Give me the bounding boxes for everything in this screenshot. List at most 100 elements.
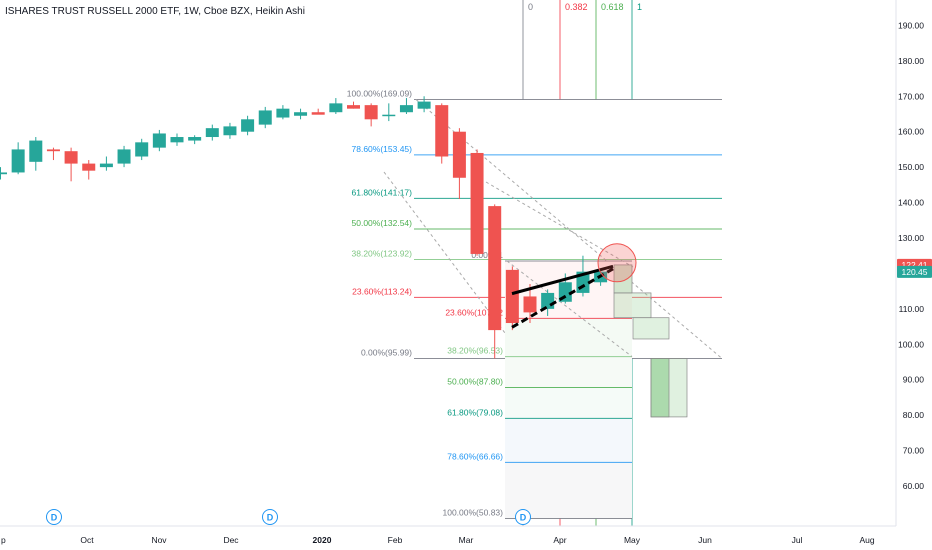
x-axis-tick-label: May bbox=[624, 535, 641, 545]
candle-body bbox=[452, 131, 466, 178]
candle bbox=[241, 115, 255, 136]
x-axis-tick-label: Apr bbox=[553, 535, 566, 545]
candle bbox=[64, 147, 78, 182]
x-axis-tick-label: Oct bbox=[80, 535, 94, 545]
candle-body bbox=[29, 140, 43, 162]
fib1-trendline bbox=[415, 99, 723, 359]
fib2-level-label: 78.60%(66.66) bbox=[447, 451, 503, 461]
candle-body bbox=[223, 126, 237, 136]
candle-body bbox=[399, 105, 413, 113]
time-zone-label: 0.618 bbox=[601, 2, 624, 12]
fib2-band bbox=[505, 318, 632, 357]
projection-box bbox=[613, 264, 633, 294]
y-axis-tick-label: 70.00 bbox=[903, 446, 925, 456]
candle-body bbox=[64, 151, 78, 164]
dividend-marker bbox=[515, 509, 531, 525]
x-axis-tick-label: 2020 bbox=[313, 535, 332, 545]
y-axis-tick-label: 90.00 bbox=[903, 375, 925, 385]
candle bbox=[170, 133, 184, 146]
x-axis-tick-label: Aug bbox=[859, 535, 874, 545]
y-axis-tick-label: 170.00 bbox=[898, 91, 924, 101]
fib2-level-label: 50.00%(87.80) bbox=[447, 377, 503, 387]
fib2-level-label: 61.80%(79.08) bbox=[447, 407, 503, 417]
fib2-band bbox=[505, 387, 632, 419]
fib2-level-label: 38.20%(96.53) bbox=[447, 346, 503, 356]
price-label-box bbox=[897, 265, 932, 278]
candle bbox=[188, 135, 202, 145]
dividend-marker bbox=[262, 509, 278, 525]
candle-body bbox=[382, 114, 396, 117]
x-axis-tick-label: p bbox=[1, 535, 6, 545]
candle bbox=[0, 167, 7, 180]
time-zone-label: 1 bbox=[637, 2, 642, 12]
fib2-level-label: 100.00%(50.83) bbox=[443, 507, 504, 517]
candle-body bbox=[99, 163, 113, 168]
candle-body bbox=[135, 142, 149, 157]
candle-body bbox=[117, 149, 131, 164]
candle-body bbox=[82, 163, 96, 171]
candle bbox=[488, 204, 502, 359]
projection-box bbox=[632, 317, 670, 340]
candle bbox=[152, 129, 166, 152]
y-axis-tick-label: 100.00 bbox=[898, 339, 924, 349]
candle-body bbox=[258, 110, 272, 125]
candle bbox=[258, 106, 272, 129]
candle bbox=[470, 149, 484, 256]
x-axis-tick-label: Nov bbox=[151, 535, 167, 545]
fib1-level-label: 61.80%(141.17) bbox=[352, 187, 413, 197]
candle-body bbox=[11, 149, 25, 173]
triangle-upper-line bbox=[511, 264, 614, 296]
candle bbox=[452, 128, 466, 200]
candle-body bbox=[488, 206, 502, 331]
candle bbox=[505, 266, 519, 331]
candle bbox=[294, 108, 308, 120]
projection-box bbox=[613, 292, 652, 319]
candle-body bbox=[205, 128, 219, 138]
projection-box bbox=[650, 358, 670, 418]
candle bbox=[382, 103, 396, 122]
candle bbox=[417, 96, 431, 113]
dividend-marker-label: D bbox=[51, 513, 58, 523]
candle bbox=[523, 284, 537, 324]
x-axis-tick-label: Mar bbox=[459, 535, 474, 545]
y-axis-tick-label: 150.00 bbox=[898, 162, 924, 172]
candle-body bbox=[241, 119, 255, 132]
y-axis-tick-label: 190.00 bbox=[898, 20, 924, 30]
candle bbox=[99, 156, 113, 171]
candle bbox=[223, 122, 237, 139]
candle-body bbox=[46, 149, 60, 152]
fib1-level-label: 0.00%(95.99) bbox=[361, 347, 412, 357]
candle-body bbox=[0, 172, 7, 175]
candle-body bbox=[541, 292, 555, 309]
breakout-highlight-circle bbox=[597, 243, 637, 283]
dividend-marker-label: D bbox=[267, 513, 274, 523]
fib2-level-label: 23.60%(107.32 bbox=[445, 307, 503, 317]
chart-title: ISHARES TRUST RUSSELL 2000 ETF, 1W, Cboe… bbox=[5, 6, 305, 17]
fib2-band bbox=[505, 462, 632, 519]
candle-body bbox=[311, 112, 325, 115]
dividend-marker-label: D bbox=[520, 513, 527, 523]
y-axis-tick-label: 160.00 bbox=[898, 127, 924, 137]
candle bbox=[311, 108, 325, 115]
candle-body bbox=[329, 103, 343, 113]
candle bbox=[435, 103, 449, 164]
x-axis-tick-label: Jun bbox=[698, 535, 712, 545]
candle-body bbox=[347, 105, 360, 109]
candle bbox=[347, 101, 360, 109]
candle-body bbox=[505, 269, 519, 324]
candle-body bbox=[364, 105, 378, 120]
candle bbox=[276, 105, 290, 120]
fib1-level-label: 100.00%(169.09) bbox=[347, 89, 412, 99]
price-label-text: 122.41 bbox=[902, 260, 928, 270]
candle bbox=[329, 98, 343, 114]
fib1-level-label: 38.20%(123.92) bbox=[352, 249, 413, 259]
price-label-text: 120.45 bbox=[902, 267, 928, 277]
time-zone-label: 0.382 bbox=[565, 2, 588, 12]
triangle-lower-line bbox=[511, 267, 614, 329]
candle bbox=[205, 124, 219, 141]
y-axis-tick-label: 140.00 bbox=[898, 198, 924, 208]
y-axis-tick-label: 60.00 bbox=[903, 481, 925, 491]
y-axis-tick-label: 180.00 bbox=[898, 56, 924, 66]
x-axis-tick-label: Dec bbox=[223, 535, 239, 545]
